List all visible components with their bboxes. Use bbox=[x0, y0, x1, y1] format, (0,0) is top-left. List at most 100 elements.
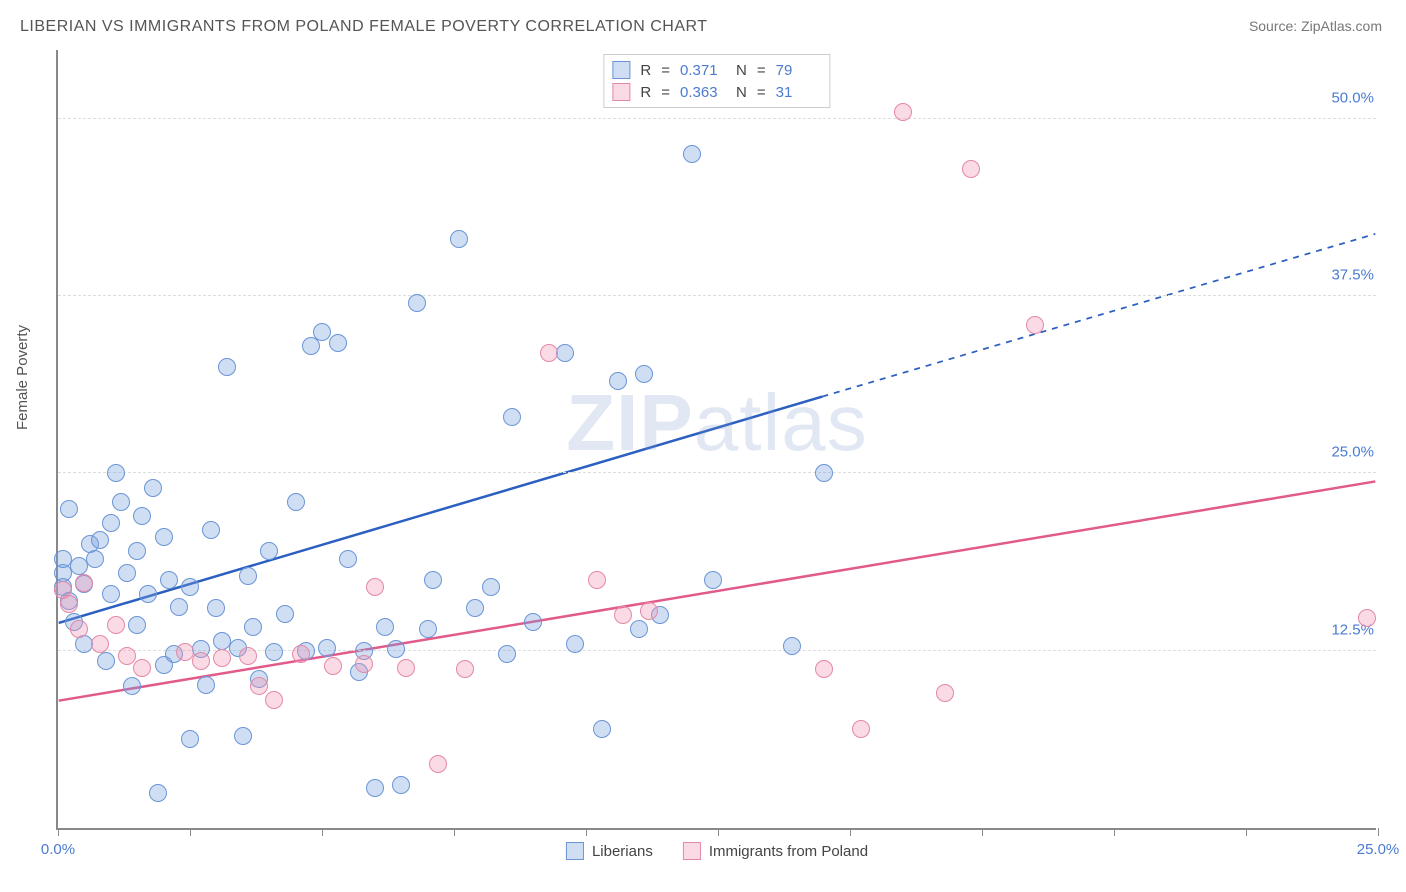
trendline-dashed-liberians bbox=[822, 234, 1375, 397]
swatch-liberians-icon bbox=[566, 842, 584, 860]
data-point-liberians bbox=[102, 514, 120, 532]
ytick-label: 37.5% bbox=[1327, 265, 1378, 286]
y-axis-label: Female Poverty bbox=[14, 325, 31, 430]
legend-row-poland: R = 0.363 N = 31 bbox=[612, 81, 821, 103]
data-point-liberians bbox=[376, 618, 394, 636]
data-point-liberians bbox=[128, 616, 146, 634]
data-point-liberians bbox=[339, 550, 357, 568]
trendline-liberians bbox=[59, 397, 823, 623]
data-point-poland bbox=[1358, 609, 1376, 627]
legend-item-liberians: Liberians bbox=[566, 842, 653, 860]
data-point-liberians bbox=[112, 493, 130, 511]
data-point-liberians bbox=[815, 464, 833, 482]
data-point-liberians bbox=[635, 365, 653, 383]
xtick-label: 0.0% bbox=[41, 841, 75, 858]
swatch-poland-icon bbox=[683, 842, 701, 860]
data-point-liberians bbox=[593, 720, 611, 738]
data-point-liberians bbox=[128, 542, 146, 560]
data-point-poland bbox=[936, 684, 954, 702]
xtick-label: 25.0% bbox=[1357, 841, 1400, 858]
data-point-liberians bbox=[86, 550, 104, 568]
data-point-liberians bbox=[170, 598, 188, 616]
data-point-poland bbox=[366, 578, 384, 596]
data-point-poland bbox=[133, 659, 151, 677]
data-point-liberians bbox=[265, 643, 283, 661]
data-point-liberians bbox=[450, 230, 468, 248]
data-point-poland bbox=[265, 691, 283, 709]
watermark: ZIPatlas bbox=[566, 377, 867, 469]
data-point-liberians bbox=[139, 585, 157, 603]
data-point-poland bbox=[1026, 316, 1044, 334]
data-point-liberians bbox=[91, 531, 109, 549]
data-point-liberians bbox=[366, 779, 384, 797]
series-legend: Liberians Immigrants from Poland bbox=[566, 842, 868, 860]
data-point-poland bbox=[324, 657, 342, 675]
data-point-liberians bbox=[160, 571, 178, 589]
data-point-poland bbox=[614, 606, 632, 624]
data-point-liberians bbox=[630, 620, 648, 638]
xtick bbox=[718, 828, 719, 836]
xtick bbox=[850, 828, 851, 836]
data-point-poland bbox=[107, 616, 125, 634]
data-point-liberians bbox=[181, 730, 199, 748]
data-point-poland bbox=[540, 344, 558, 362]
data-point-liberians bbox=[102, 585, 120, 603]
watermark-bold: ZIP bbox=[566, 378, 693, 467]
data-point-liberians bbox=[234, 727, 252, 745]
data-point-liberians bbox=[482, 578, 500, 596]
data-point-liberians bbox=[118, 564, 136, 582]
data-point-liberians bbox=[107, 464, 125, 482]
data-point-poland bbox=[60, 595, 78, 613]
data-point-liberians bbox=[260, 542, 278, 560]
data-point-poland bbox=[397, 659, 415, 677]
n-value-liberians: 79 bbox=[776, 62, 822, 79]
data-point-liberians bbox=[498, 645, 516, 663]
data-point-liberians bbox=[783, 637, 801, 655]
legend-item-poland: Immigrants from Poland bbox=[683, 842, 868, 860]
data-point-poland bbox=[250, 677, 268, 695]
gridline bbox=[58, 118, 1376, 119]
data-point-poland bbox=[588, 571, 606, 589]
data-point-liberians bbox=[329, 334, 347, 352]
xtick bbox=[454, 828, 455, 836]
gridline bbox=[58, 295, 1376, 296]
data-point-liberians bbox=[60, 500, 78, 518]
data-point-liberians bbox=[207, 599, 225, 617]
data-point-liberians bbox=[202, 521, 220, 539]
watermark-light: atlas bbox=[694, 378, 868, 467]
data-point-liberians bbox=[318, 639, 336, 657]
data-point-liberians bbox=[424, 571, 442, 589]
data-point-poland bbox=[456, 660, 474, 678]
data-point-liberians bbox=[387, 640, 405, 658]
swatch-poland bbox=[612, 83, 630, 101]
r-value-liberians: 0.371 bbox=[680, 62, 726, 79]
xtick bbox=[1246, 828, 1247, 836]
data-point-liberians bbox=[239, 567, 257, 585]
data-point-liberians bbox=[218, 358, 236, 376]
data-point-poland bbox=[640, 602, 658, 620]
data-point-poland bbox=[292, 645, 310, 663]
data-point-poland bbox=[91, 635, 109, 653]
data-point-poland bbox=[75, 574, 93, 592]
data-point-liberians bbox=[503, 408, 521, 426]
n-label: N bbox=[736, 84, 747, 101]
data-point-liberians bbox=[466, 599, 484, 617]
xtick bbox=[58, 828, 59, 836]
n-label: N bbox=[736, 62, 747, 79]
data-point-liberians bbox=[149, 784, 167, 802]
ytick-label: 25.0% bbox=[1327, 442, 1378, 463]
data-point-liberians bbox=[683, 145, 701, 163]
xtick bbox=[1114, 828, 1115, 836]
data-point-poland bbox=[355, 655, 373, 673]
data-point-poland bbox=[70, 620, 88, 638]
data-point-poland bbox=[894, 103, 912, 121]
data-point-poland bbox=[429, 755, 447, 773]
data-point-liberians bbox=[704, 571, 722, 589]
source-attribution: Source: ZipAtlas.com bbox=[1249, 18, 1382, 34]
data-point-poland bbox=[962, 160, 980, 178]
data-point-poland bbox=[118, 647, 136, 665]
trendlines-svg bbox=[58, 50, 1376, 828]
data-point-liberians bbox=[313, 323, 331, 341]
legend-row-liberians: R = 0.371 N = 79 bbox=[612, 59, 821, 81]
data-point-poland bbox=[213, 649, 231, 667]
